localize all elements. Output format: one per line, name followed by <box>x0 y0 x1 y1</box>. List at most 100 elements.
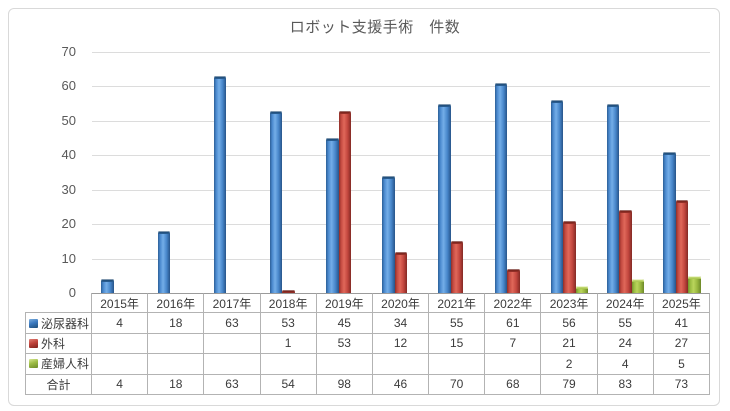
table-total-cell: 4 <box>92 374 149 395</box>
table-header-year: 2021年 <box>429 293 486 314</box>
bar-top-cap <box>438 103 451 107</box>
table-value-cell: 15 <box>429 333 486 355</box>
bar-top-cap <box>382 175 395 179</box>
bar-top-cap <box>563 220 576 224</box>
bar-urology-2023年 <box>550 100 564 293</box>
table-total-cell: 68 <box>485 374 542 395</box>
table-value-cell <box>316 354 373 375</box>
table-header-year: 2016年 <box>148 293 205 314</box>
bar-urology-2025年 <box>663 151 676 293</box>
series-name-label: 泌尿器科 <box>41 316 90 331</box>
table-value-cell <box>485 354 542 375</box>
bar-obgyn-2024年 <box>631 279 645 293</box>
bar-urology-2021年 <box>438 103 451 293</box>
y-tick-label: 20 <box>61 216 76 232</box>
table-value-cell: 61 <box>485 313 542 334</box>
table-value-cell: 7 <box>485 333 542 355</box>
table-value-cell: 27 <box>653 333 710 355</box>
series-name-label: 外科 <box>41 336 66 351</box>
bar-top-cap <box>394 251 408 255</box>
table-value-cell <box>204 333 261 355</box>
bar-surgery-2022年 <box>507 268 520 293</box>
table-corner-cell <box>25 293 92 314</box>
table-value-cell: 55 <box>429 313 486 334</box>
bar-top-cap <box>507 268 520 272</box>
table-value-cell: 12 <box>372 333 430 355</box>
table-value-cell: 24 <box>597 333 654 355</box>
gridline <box>92 155 710 157</box>
bar-top-cap <box>157 231 171 235</box>
y-tick-label: 60 <box>61 78 76 94</box>
bar-top-cap <box>494 83 508 86</box>
table-header-year: 2022年 <box>485 293 542 314</box>
table-row-label-surgery: 外科 <box>25 333 92 355</box>
bar-top-cap <box>338 110 352 114</box>
table-value-cell: 55 <box>597 313 654 334</box>
bar-urology-2019年 <box>326 138 339 293</box>
table-value-cell: 41 <box>653 313 710 334</box>
legend-key-urology-icon <box>29 318 38 328</box>
bar-top-cap <box>326 138 339 142</box>
table-value-cell <box>92 333 149 355</box>
table-value-cell: 45 <box>316 313 373 334</box>
table-value-cell: 18 <box>148 313 205 334</box>
table-value-cell <box>92 354 149 375</box>
table-value-cell: 56 <box>541 313 598 334</box>
table-value-cell: 2 <box>541 354 598 375</box>
table-total-cell: 54 <box>260 374 317 395</box>
table-value-cell: 53 <box>316 333 373 355</box>
bar-surgery-2020年 <box>394 251 408 293</box>
table-value-cell: 5 <box>653 354 710 375</box>
table-total-cell: 98 <box>316 374 373 395</box>
table-total-cell: 73 <box>653 374 710 395</box>
y-tick-label: 30 <box>61 181 76 197</box>
bar-urology-2018年 <box>269 110 283 293</box>
table-total-cell: 63 <box>204 374 261 395</box>
table-value-cell <box>148 333 205 355</box>
y-tick-label: 40 <box>61 147 76 163</box>
table-total-cell: 46 <box>372 374 430 395</box>
bar-top-cap <box>619 210 632 214</box>
table-value-cell: 63 <box>204 313 261 334</box>
gridline <box>92 189 710 191</box>
data-table: 2015年 2016年 2017年 2018年 2019年 2020年 2021年 2022年… <box>25 293 710 395</box>
bar-top-cap <box>282 289 295 293</box>
bar-urology-2017年 <box>213 76 227 293</box>
bar-top-cap <box>631 279 645 283</box>
table-value-cell: 4 <box>597 354 654 375</box>
table-value-cell <box>372 354 430 375</box>
bar-top-cap <box>688 275 701 279</box>
gridline <box>92 86 710 88</box>
bar-urology-2020年 <box>382 175 395 293</box>
y-tick-label: 70 <box>61 44 76 59</box>
table-value-cell <box>260 354 317 375</box>
table-header-year: 2020年 <box>372 293 430 314</box>
bar-surgery-2018年 <box>282 289 295 293</box>
bar-obgyn-2023年 <box>575 286 589 293</box>
bar-urology-2022年 <box>494 83 508 293</box>
gridline <box>92 120 710 122</box>
gridline <box>92 224 710 226</box>
table-row-label-total: 合計 <box>25 374 92 395</box>
table-header-year: 2019年 <box>316 293 373 314</box>
table-total-cell: 79 <box>541 374 598 395</box>
table-header-year: 2023年 <box>541 293 598 314</box>
table-value-cell: 21 <box>541 333 598 355</box>
gridline <box>92 52 710 53</box>
bar-surgery-2023年 <box>563 220 576 293</box>
y-tick-label: 50 <box>61 112 76 128</box>
table-value-cell <box>429 354 486 375</box>
bar-urology-2024年 <box>607 103 620 293</box>
bar-top-cap <box>450 241 464 245</box>
legend-key-surgery-icon <box>29 338 38 348</box>
table-total-cell: 18 <box>148 374 205 395</box>
table-header-year: 2017年 <box>204 293 261 314</box>
table-total-cell: 83 <box>597 374 654 395</box>
bar-surgery-2024年 <box>619 210 632 293</box>
table-value-cell <box>148 354 205 375</box>
table-value-cell: 1 <box>260 333 317 355</box>
series-name-label: 産婦人科 <box>41 357 90 372</box>
table-header-year: 2025年 <box>653 293 710 314</box>
table-header-year: 2018年 <box>260 293 317 314</box>
